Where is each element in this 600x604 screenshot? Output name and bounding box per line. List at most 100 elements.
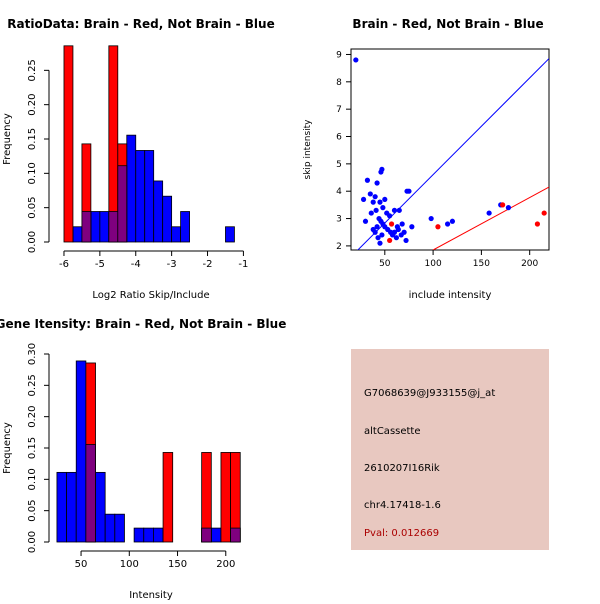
bar-not-brain [135,150,146,243]
point-not-brain [393,235,399,241]
x-tick-label: -6 [59,259,69,270]
x-tick-label: -2 [203,259,213,270]
x-tick-label: -5 [95,259,105,270]
bar-not-brain [114,513,125,543]
point-not-brain [403,237,409,244]
x-tick-label: 150 [473,259,490,269]
y-tick-label: 0.10 [27,162,38,184]
bar-not-brain [72,226,83,243]
bar-not-brain [171,226,182,243]
bar-not-brain [180,211,190,243]
y-tick-label: 0.00 [27,231,38,253]
pval-text: Pval: 0.012669 [364,528,439,539]
info-panel-background [351,349,549,550]
x-axis-label: include intensity [409,290,492,301]
intensity-scatter-panel: 50 100 150 200 2 3 4 5 6 7 8 9 Brain - Red, Not Brai… [303,17,550,301]
point-brain [534,221,541,227]
ratio-histogram-panel: RatioData: Brain - Red, Not Brain - Blue… [2,17,275,301]
bar-overlap [117,165,128,243]
point-not-brain [409,224,415,230]
bar-not-brain [90,211,101,243]
point-not-brain [372,229,378,235]
point-not-brain [391,229,398,235]
bar-not-brain [133,527,145,543]
plot-box [350,48,550,251]
y-tick-label: 2 [336,242,342,252]
x-tick-label: 50 [75,559,88,570]
point-not-brain [505,205,512,211]
y-tick-label: 8 [336,78,342,88]
y-tick-label: 3 [336,215,342,225]
point-not-brain [444,221,451,227]
x-tick-label: -4 [131,259,141,270]
bar-brain [63,45,74,243]
bar-overlap [201,527,212,543]
point-not-brain [428,215,434,222]
y-tick-label: 0.05 [27,197,38,219]
y-tick-label: 0.30 [27,343,38,365]
point-not-brain [360,196,367,203]
point-not-brain [394,224,400,230]
gene-name-text: 2610207I16Rik [364,463,440,474]
y-tick-label: 0.00 [27,531,38,553]
location-text: chr4.17418-1.6 [364,500,441,511]
point-not-brain [368,210,374,216]
x-axis-label: Log2 Ratio Skip/Include [92,290,209,301]
point-brain [541,210,547,216]
bar-not-brain [75,360,87,543]
bar-not-brain [225,226,235,243]
bar-brain [220,452,231,543]
x-tick-label: -1 [238,259,248,270]
y-tick-label: 0.15 [27,437,38,459]
chart-title: Gene Itensity: Brain - Red, Not Brain - … [0,317,286,331]
bar-overlap [108,211,119,243]
bar-not-brain [153,180,164,243]
point-brain [500,202,506,208]
point-not-brain [374,180,380,186]
point-not-brain [401,229,407,235]
point-not-brain [362,218,369,224]
point-not-brain [406,188,412,194]
point-not-brain [377,240,383,246]
x-tick-label: -3 [167,259,177,270]
point-not-brain [364,177,371,183]
point-not-brain [377,199,383,205]
bar-overlap [85,444,96,543]
bar-brain [162,452,174,543]
bar-not-brain [126,134,137,243]
bar-not-brain [144,150,155,243]
bar-overlap [230,527,241,543]
point-brain [387,237,393,244]
bar-not-brain [66,471,77,543]
y-tick-label: 9 [336,50,342,60]
event-type-text: altCassette [364,426,421,437]
x-tick-label: 200 [521,259,538,269]
x-tick-label: 100 [120,559,139,570]
point-not-brain [375,235,381,241]
bar-not-brain [153,527,164,543]
y-tick-label: 0.20 [27,406,38,428]
point-not-brain [373,207,379,213]
y-tick-label: 0.25 [27,59,38,81]
info-panel: G7068639@J933155@j_at altCassette 261020… [351,349,549,550]
bar-not-brain [95,471,106,543]
point-not-brain [449,218,456,224]
x-tick-label: 100 [425,259,442,269]
point-not-brain [379,166,385,172]
x-tick-label: 150 [168,559,187,570]
y-tick-label: 4 [336,187,342,197]
bar-not-brain [104,513,116,543]
point-brain [388,221,395,227]
chart-title: Brain - Red, Not Brain - Blue [352,17,543,31]
bar-overlap [81,211,92,243]
gene-intensity-histogram-panel: Gene Itensity: Brain - Red, Not Brain - … [0,317,286,601]
y-tick-label: 0.20 [27,94,38,116]
probe-id-text: G7068639@J933155@j_at [364,388,495,399]
point-not-brain [353,57,359,63]
bar-not-brain [99,211,110,243]
scatter-plot-area [353,57,549,250]
bar-not-brain [162,195,173,243]
point-not-brain [391,207,398,213]
